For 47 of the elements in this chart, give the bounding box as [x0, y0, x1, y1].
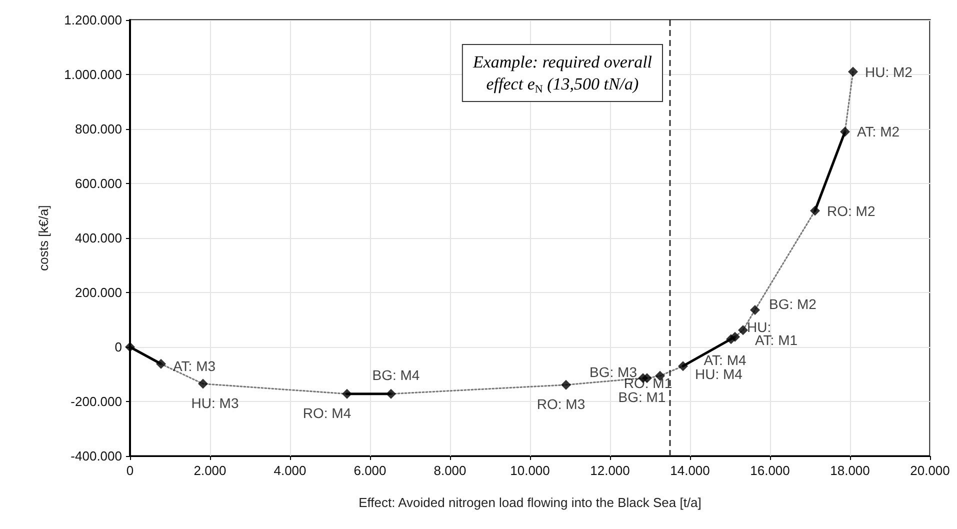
data-label: RO: M3 — [536, 396, 586, 412]
data-label: RO: M4 — [302, 404, 352, 421]
data-label: HU: M3 — [191, 394, 239, 411]
point — [840, 126, 850, 137]
data-label: BG: M2 — [769, 296, 817, 312]
y-tick-label: 1.000.000 — [64, 67, 122, 82]
point — [198, 378, 208, 389]
y-tick-label: 600.000 — [75, 176, 122, 191]
y-tick-label: 1.200.000 — [64, 12, 122, 28]
y-axis-title: costs [k€/a] — [36, 205, 51, 271]
point — [848, 66, 858, 77]
data-label: HU: M2 — [865, 64, 913, 80]
data-label: AT: M4 — [704, 352, 746, 368]
y-tick-label: 200.000 — [75, 285, 122, 300]
data-label: BG: M4 — [372, 366, 420, 383]
x-tick-label: 16.000 — [750, 463, 790, 478]
x-axis-title: Effect: Avoided nitrogen load flowing into the Black Sea [t/a] — [358, 495, 702, 510]
point — [561, 380, 571, 390]
point — [342, 388, 352, 399]
x-tick-label: 18.000 — [830, 463, 870, 478]
point — [730, 332, 740, 342]
point — [678, 361, 688, 372]
x-tick-label: 10.000 — [510, 463, 550, 478]
x-tick-label: 20.000 — [910, 463, 950, 478]
point — [810, 206, 820, 216]
y-tick-label: 800.000 — [75, 122, 122, 136]
point — [386, 388, 396, 399]
x-tick-label: 8.000 — [434, 463, 466, 478]
data-label: HU: M4 — [695, 366, 743, 382]
x-tick-label: 14.000 — [670, 463, 710, 478]
x-tick-label: 12.000 — [590, 463, 630, 478]
y-tick-label: -200.000 — [70, 394, 122, 409]
data-label: RO: M2 — [827, 202, 876, 219]
x-tick-label: 6.000 — [354, 463, 386, 478]
x-tick-label: 0 — [126, 463, 134, 478]
x-tick-label: 4.000 — [274, 463, 306, 478]
data-label: AT: M3 — [173, 358, 216, 374]
data-label: AT: M2 — [857, 124, 900, 140]
data-label: BG: M1 — [618, 389, 666, 406]
y-tick-label: -400.000 — [70, 448, 122, 464]
y-tick-label: 400.000 — [75, 230, 122, 246]
y-tick-label: 0 — [114, 340, 122, 354]
x-tick-label: 2.000 — [194, 463, 226, 478]
point — [750, 304, 760, 315]
point — [156, 358, 166, 369]
point — [125, 342, 135, 352]
point — [738, 325, 748, 336]
